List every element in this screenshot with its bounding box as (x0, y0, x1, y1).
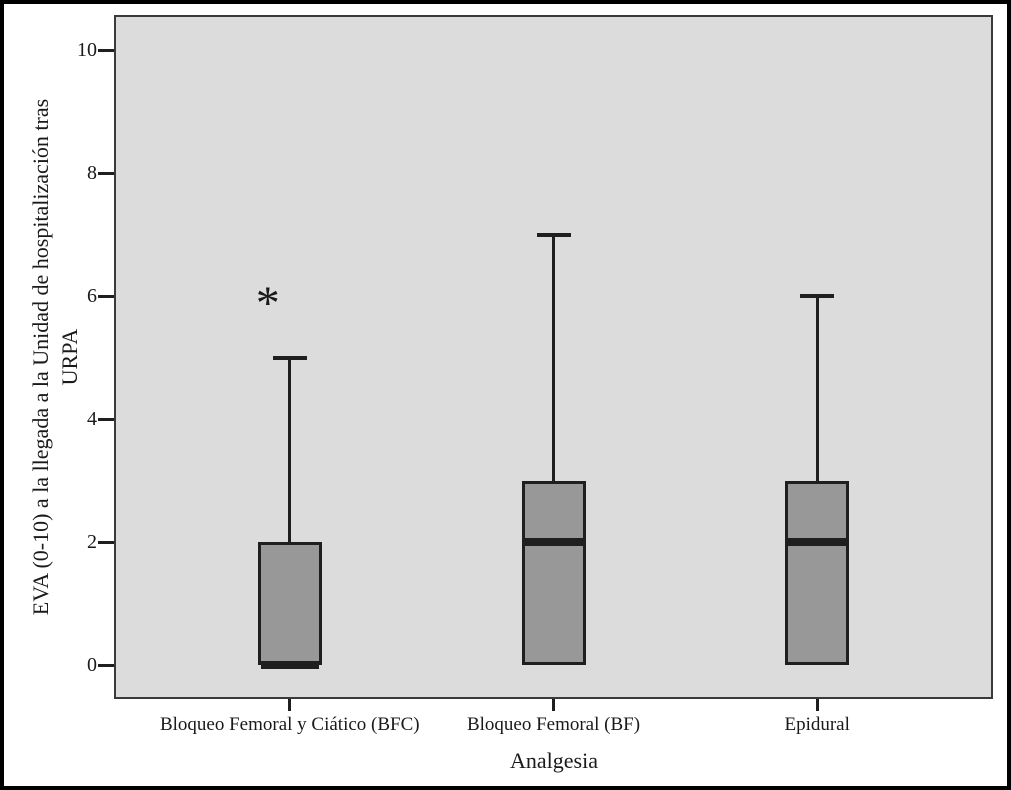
x-axis-title: Analgesia (510, 748, 598, 773)
x-axis-category-label: Bloqueo Femoral (BF) (466, 714, 641, 735)
upper-whisker-line (815, 296, 819, 481)
y-axis-tick (98, 294, 114, 298)
outlier-marker: * (255, 277, 280, 330)
x-axis-tick (552, 699, 555, 711)
y-axis-tick-label: 8 (87, 162, 97, 184)
upper-whisker-cap (536, 232, 571, 237)
iqr-box (257, 542, 322, 665)
median-line (788, 538, 847, 546)
y-axis-tick (98, 417, 114, 421)
y-axis-title-line1: EVA (0-10) a la llegada a la Unidad de h… (28, 98, 53, 616)
upper-whisker-line (288, 357, 292, 542)
y-axis-tick (98, 171, 114, 175)
x-axis-tick (815, 699, 819, 711)
upper-whisker-cap (800, 294, 835, 298)
median-line (524, 538, 583, 546)
iqr-box (521, 480, 586, 665)
upper-whisker-cap (272, 355, 307, 360)
x-axis-category-label: Epidural (784, 714, 850, 735)
y-axis-title: EVA (0-10) a la llegada a la Unidad de h… (26, 7, 88, 707)
iqr-box (785, 480, 850, 665)
y-axis-tick (98, 48, 114, 52)
y-axis-tick (98, 540, 114, 544)
y-axis-tick-label: 10 (77, 39, 97, 61)
y-axis-tick-label: 2 (87, 531, 97, 553)
upper-whisker-line (552, 234, 555, 481)
x-axis-category-label: Bloqueo Femoral y Ciático (BFC) (159, 714, 420, 735)
x-axis-tick (288, 699, 292, 711)
y-axis-tick-label: 0 (87, 654, 97, 676)
y-axis-tick (98, 663, 114, 667)
y-axis-tick-label: 6 (87, 285, 97, 307)
y-axis-title-line2: URPA (57, 328, 82, 386)
y-axis-tick-label: 4 (87, 408, 97, 430)
median-line (260, 661, 319, 669)
